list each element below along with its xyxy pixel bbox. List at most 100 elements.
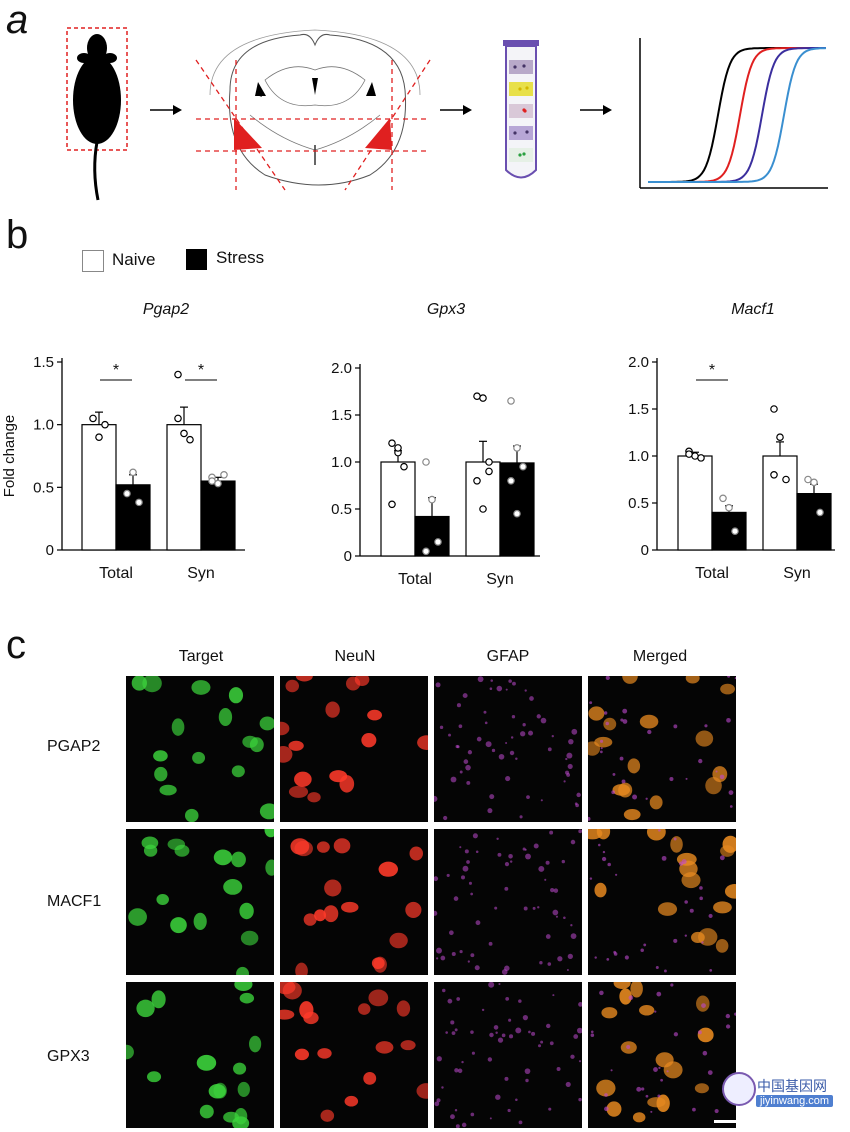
micrograph-pgap2-gfap [434, 676, 582, 822]
cell-signal [184, 808, 199, 822]
cell-signal [567, 763, 573, 769]
cell-signal [488, 941, 493, 946]
micrograph-image [280, 982, 428, 1122]
cell-signal [657, 902, 678, 916]
cell-signal [466, 780, 471, 785]
cell-signal [472, 833, 478, 839]
bar-chart-pgap2: Pgap2 Fold change 0 0.5 1.0 1.5 Total * Syn * [1, 301, 245, 582]
cell-signal [526, 795, 530, 799]
cell-signal [455, 1124, 460, 1128]
cell-signal [213, 849, 233, 866]
y-tick-label: 0 [46, 542, 54, 559]
y-tick-label: 0.5 [33, 479, 54, 496]
cell-signal [734, 1012, 736, 1016]
cell-signal [443, 815, 448, 821]
cell-signal [701, 941, 704, 944]
cell-signal [466, 860, 470, 864]
cell-signal [621, 779, 626, 784]
cell-signal [537, 906, 540, 909]
cell-signal [632, 1112, 646, 1123]
cell-signal [280, 746, 293, 763]
cell-signal [623, 808, 641, 821]
cell-signal [515, 1027, 522, 1034]
cell-signal [528, 730, 534, 736]
cell-signal [462, 865, 469, 872]
cell-signal [461, 1122, 467, 1128]
y-tick-label: 0.5 [331, 501, 352, 518]
micrograph-macf1-gfap [434, 829, 582, 975]
y-tick-label: 1.5 [628, 401, 649, 418]
data-point [89, 414, 97, 423]
cell-signal [589, 877, 593, 880]
cell-signal [588, 741, 601, 756]
cell-signal [147, 1071, 162, 1083]
cell-signal [142, 676, 162, 693]
micrograph-macf1-neun [280, 829, 428, 975]
cell-signal [555, 915, 559, 918]
cell-signal [538, 1044, 542, 1048]
cell-signal [136, 999, 155, 1018]
micrograph-image [588, 829, 736, 973]
data-point [473, 477, 481, 485]
cell-signal [698, 758, 703, 764]
scale-bar [714, 1120, 736, 1123]
bar-chart-macf1: Macf1 0 0.5 1.0 1.5 2.0 Total * Syn [628, 301, 835, 582]
cell-signal [566, 773, 571, 777]
cell-signal [695, 730, 714, 747]
micrograph-image [131, 676, 274, 822]
cell-signal [463, 759, 469, 764]
amplification-curve [648, 47, 826, 183]
cell-signal [493, 1025, 499, 1030]
cell-signal [435, 682, 441, 688]
cell-signal [568, 738, 574, 745]
cell-signal [126, 1044, 134, 1060]
cell-signal [465, 764, 471, 771]
cell-signal [661, 855, 667, 861]
cell-signal [647, 1097, 666, 1108]
cell-signal [519, 815, 523, 819]
cell-signal [295, 676, 313, 682]
cell-signal [299, 1001, 314, 1019]
cell-signal [484, 721, 488, 725]
cell-signal [619, 756, 624, 761]
data-point [685, 450, 693, 458]
y-tick-label: 0 [641, 542, 649, 559]
cell-signal [606, 958, 610, 961]
cell-signal [467, 750, 473, 755]
row-label-gpx3: GPX3 [47, 1048, 90, 1065]
cell-signal [171, 718, 185, 736]
cell-signal [496, 685, 503, 692]
micrograph-image [128, 829, 274, 975]
cell-signal [704, 724, 708, 728]
tube-particle [518, 87, 522, 91]
cell-signal [497, 852, 502, 857]
mouse-illustration [66, 27, 128, 201]
data-point [519, 462, 527, 471]
cell-signal [679, 860, 698, 878]
cell-signal [622, 708, 628, 714]
data-point [220, 471, 228, 479]
tube-particle [525, 130, 529, 134]
cell-signal [726, 717, 731, 723]
cell-signal [439, 725, 444, 730]
cell-signal [600, 747, 603, 750]
data-point [434, 538, 442, 546]
cell-signal [694, 1083, 709, 1094]
cell-signal [442, 988, 446, 993]
significance-marker: * [198, 362, 204, 379]
cell-signal [462, 693, 468, 699]
cell-signal [450, 776, 457, 783]
cell-signal [170, 917, 187, 934]
data-point [776, 433, 784, 442]
cell-signal [707, 1070, 713, 1075]
cell-signal [153, 750, 168, 762]
micrograph-image [434, 676, 581, 821]
cell-signal [657, 1094, 661, 1098]
cell-signal [570, 1054, 575, 1059]
cell-signal [367, 709, 383, 721]
amplification-curve [648, 47, 826, 183]
data-point [174, 370, 182, 379]
cell-signal [456, 997, 461, 1001]
cell-signal [599, 739, 604, 743]
cell-signal [192, 751, 206, 764]
